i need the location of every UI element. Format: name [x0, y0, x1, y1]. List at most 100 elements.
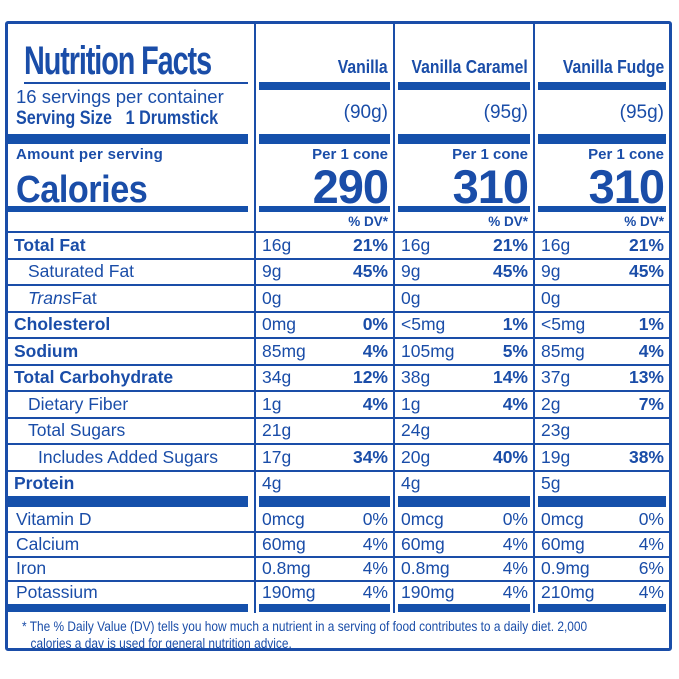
per-unit-label: Per 1 cone — [588, 145, 664, 163]
decorative-element — [8, 206, 248, 212]
vitamin-row-label: Potassium — [8, 579, 254, 604]
decorative-element — [259, 206, 390, 212]
nutrient-dv-percent: 21% — [352, 234, 388, 255]
nutrient-row-values: 4g — [256, 469, 393, 497]
nutrient-row-values: 1g 4% — [256, 390, 393, 417]
nutrient-row-values: 19g 38% — [535, 443, 669, 470]
vitamin-row-values: 60mg 4% — [535, 531, 669, 555]
label-italic-part: Trans — [28, 287, 72, 308]
nutrient-dv-percent: 45% — [492, 261, 528, 282]
nutrient-dv-percent: 21% — [628, 234, 664, 255]
decorative-element: Vanilla Fudge — [562, 55, 664, 77]
nutrient-amount: 0g — [262, 287, 282, 308]
vitamin-row-values: 0.8mg 4% — [395, 555, 533, 580]
divider-bar-thick — [395, 134, 533, 144]
vitamin-amount: 0mcg — [541, 508, 584, 529]
flavor-underline-bar — [535, 82, 669, 92]
divider-bar-thick — [8, 604, 254, 612]
vitamin-row-values: 190mg 4% — [256, 579, 393, 604]
vitamin-dv-percent: 4% — [502, 533, 528, 554]
divider-bar-medium — [395, 206, 533, 212]
nutrient-row-values: 105mg 5% — [395, 337, 533, 364]
decorative-element — [259, 496, 390, 507]
nutrient-dv-percent: 45% — [628, 261, 664, 282]
decorative-element — [256, 604, 393, 612]
footnote-line-2: calories a day is used for general nutri… — [30, 634, 292, 651]
vitamin-row-values: 60mg 4% — [395, 531, 533, 555]
divider-bar-thick — [535, 134, 669, 144]
nutrient-amount: 24g — [401, 420, 431, 441]
divider-bar-medium — [8, 206, 254, 212]
column-labels: Nutrition Facts 16 servings per containe… — [8, 24, 254, 613]
calories-word-row: Calories — [8, 164, 254, 211]
nutrient-row-values: <5mg 1% — [535, 310, 669, 338]
vitamin-dv-percent: 4% — [502, 582, 528, 603]
dv-header-spacer — [8, 212, 254, 231]
nutrient-amount: 0g — [541, 287, 561, 308]
nutrient-row-values: 85mg 4% — [535, 337, 669, 364]
flavor-underline-bar — [395, 82, 533, 92]
nutrient-amount: 16g — [401, 234, 431, 255]
decorative-element — [8, 496, 254, 507]
divider-bar-thick — [535, 604, 669, 612]
calories-label: Calories — [16, 168, 148, 211]
serving-size-label: Serving Size — [16, 108, 113, 129]
vitamin-dv-percent: 4% — [362, 558, 388, 579]
nutrient-dv-percent: 4% — [362, 340, 388, 361]
nutrient-amount: 0g — [401, 287, 421, 308]
nutrient-values-fudge: 16g 21% 9g 45% 0g <5mg 1% 85mg 4% 37g 13% 2g 7% 23g 19… — [535, 231, 669, 496]
vitamin-dv-percent: 4% — [362, 533, 388, 554]
decorative-element — [395, 134, 533, 144]
decorative-element: Vanilla Caramel — [411, 55, 528, 77]
nutrient-amount: <5mg — [401, 314, 446, 335]
vitamin-amount: 60mg — [401, 533, 445, 554]
decorative-element — [395, 206, 533, 212]
percent-dv-header: % DV* — [488, 214, 528, 229]
nutrient-dv-percent: 5% — [502, 340, 528, 361]
nutrient-row-label: Total Sugars — [8, 416, 254, 444]
column-vanilla-caramel: Vanilla Caramel (95g) Per 1 cone 310 % D… — [393, 24, 533, 613]
nutrient-dv-percent: 21% — [492, 234, 528, 255]
calories-value: 310 — [452, 160, 529, 214]
divider-bar-medium — [256, 206, 393, 212]
vitamin-amount: 190mg — [262, 582, 316, 603]
vitamin-row-label: Iron — [8, 555, 254, 580]
divider-bar-thick — [8, 496, 254, 507]
decorative-element — [535, 134, 669, 144]
vanilla-header: Vanilla (90g) — [256, 24, 393, 134]
vitamin-row-values: 0.9mg 6% — [535, 555, 669, 580]
nutrient-row-values: 0mg 0% — [256, 310, 393, 338]
nutrient-row-values: 21g — [256, 416, 393, 444]
decorative-element — [538, 206, 666, 212]
caramel-calories: Per 1 cone 310 — [395, 144, 533, 214]
serving-weight: (95g) — [483, 102, 528, 123]
nutrient-row-values: 23g — [535, 416, 669, 444]
vitamin-row-values: 210mg 4% — [535, 579, 669, 604]
decorative-element — [8, 134, 248, 144]
nutrient-amount: 20g — [401, 446, 431, 467]
nutrient-amount: 105mg — [401, 340, 455, 361]
label-title-row: Nutrition Facts — [24, 24, 248, 84]
serving-size-text: Serving Size 1 Drumstick — [16, 108, 218, 130]
serving-weight: (90g) — [343, 102, 388, 123]
decorative-element — [395, 604, 533, 612]
divider-bar-medium — [535, 206, 669, 212]
nutrient-dv-percent: 4% — [502, 393, 528, 414]
column-vanilla-fudge: Vanilla Fudge (95g) Per 1 cone 310 % DV*… — [533, 24, 669, 613]
decorative-element — [259, 604, 390, 612]
nutrient-dv-percent: 4% — [638, 340, 664, 361]
nutrient-amount: 17g — [262, 446, 292, 467]
page-title: Nutrition Facts — [24, 39, 212, 83]
decorative-element — [259, 82, 390, 90]
nutrient-row-label: Total Fat — [8, 231, 254, 258]
nutrient-row-label: Total Carbohydrate — [8, 363, 254, 391]
vitamin-row-values: 0mcg 0% — [395, 507, 533, 531]
decorative-element — [538, 134, 666, 144]
nutrient-row-values: 17g 34% — [256, 443, 393, 470]
fudge-header: Vanilla Fudge (95g) — [535, 24, 669, 134]
nutrient-row-values: 0g — [535, 284, 669, 311]
decorative-element — [256, 134, 393, 144]
nutrient-row-values: 0g — [395, 284, 533, 311]
nutrient-row-label: Saturated Fat — [8, 257, 254, 285]
nutrient-amount: 19g — [541, 446, 571, 467]
